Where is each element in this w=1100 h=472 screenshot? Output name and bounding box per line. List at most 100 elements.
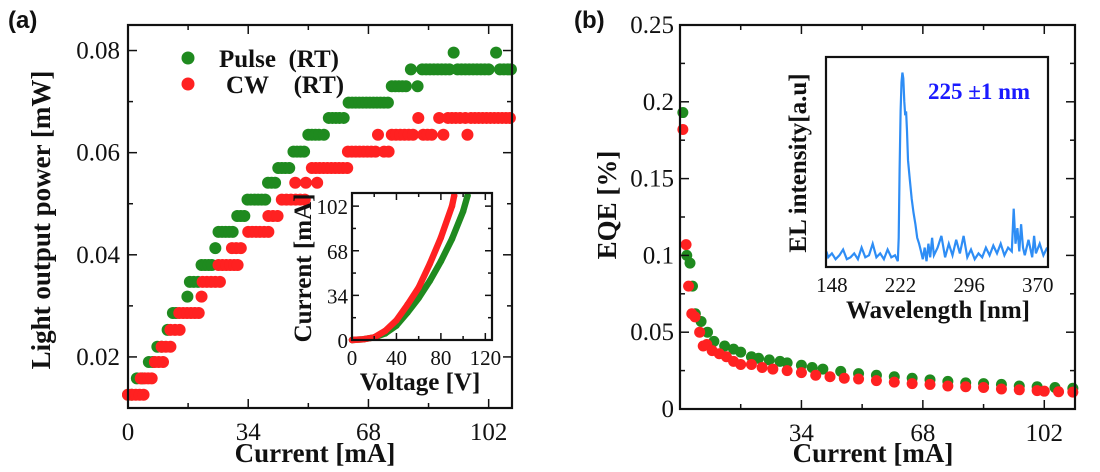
data-point-cw — [824, 371, 836, 383]
data-point-cw — [271, 209, 284, 222]
x-tick-label: 34 — [236, 419, 262, 446]
data-point-cw — [425, 128, 438, 141]
data-point-pulse — [781, 357, 793, 369]
data-point-pulse — [735, 346, 747, 358]
data-point-cw — [735, 358, 747, 370]
data-point-pulse — [404, 63, 417, 76]
data-point-pulse — [269, 176, 282, 189]
data-point-cw — [289, 176, 302, 189]
data-point-cw — [145, 372, 158, 385]
data-point-pulse — [411, 80, 424, 93]
x-axis-title-a: Current [mA] — [235, 438, 396, 468]
legend-label-pulse: Pulse (RT) — [219, 46, 339, 73]
data-point-pulse — [317, 128, 330, 141]
data-point-cw — [369, 145, 382, 158]
data-point-cw — [680, 239, 692, 251]
y-axis-title-a-inset: Current [mA] — [290, 194, 317, 343]
x-axis-title-b-inset: Wavelength [nm] — [846, 297, 1030, 324]
y-tick-label: 34 — [327, 284, 349, 308]
y-axis-title-a: Light output power [mW] — [26, 71, 56, 370]
panel-label-a: (a) — [8, 7, 37, 34]
data-point-pulse — [238, 209, 251, 222]
data-point-cw — [164, 340, 177, 353]
data-point-pulse — [490, 46, 503, 59]
data-point-pulse — [283, 161, 296, 174]
data-point-cw — [192, 307, 205, 320]
data-point-pulse — [426, 277, 433, 285]
x-tick-label: 80 — [430, 346, 451, 370]
x-axis-title-b: Current [mA] — [793, 438, 954, 468]
data-point-cw — [767, 363, 779, 375]
data-point-cw — [404, 301, 411, 308]
data-point-cw — [341, 161, 354, 174]
panel-label-b: (b) — [574, 7, 605, 34]
y-tick-label: 0.02 — [76, 344, 120, 371]
data-point-cw — [683, 280, 695, 292]
x-tick-label: 68 — [356, 419, 381, 446]
data-point-cw — [960, 381, 972, 393]
data-point-cw — [888, 376, 900, 388]
data-point-cw — [213, 275, 226, 288]
data-point-cw — [234, 242, 247, 255]
x-tick-label: 0 — [347, 346, 358, 370]
data-point-pulse — [298, 145, 311, 158]
data-point-cw — [924, 378, 936, 390]
data-point-cw — [448, 202, 456, 210]
plot-frame — [824, 55, 1050, 269]
data-point-cw — [137, 388, 150, 401]
y-tick-label: 0.06 — [76, 140, 120, 167]
peak-annotation: 225 ±1 nm — [928, 79, 1030, 104]
data-point-cw — [461, 128, 474, 141]
data-point-cw — [756, 362, 768, 374]
data-point-cw — [689, 311, 701, 323]
data-point-pulse — [719, 340, 731, 352]
y-tick-label: 0 — [662, 396, 675, 423]
x-tick-label: 102 — [470, 419, 508, 446]
data-point-pulse — [337, 111, 350, 124]
x-tick-label: 148 — [816, 273, 848, 297]
data-point-cw — [853, 373, 865, 385]
data-point-cw — [838, 372, 850, 384]
x-tick-label: 68 — [910, 420, 935, 447]
legend-label-cw: CW (RT) — [226, 72, 344, 99]
data-point-cw — [503, 111, 516, 124]
data-point-cw — [870, 375, 882, 387]
data-point-cw — [978, 381, 990, 393]
legend-marker-cw — [181, 77, 195, 91]
data-point-cw — [1067, 386, 1079, 398]
data-point-cw — [795, 367, 807, 379]
data-point-pulse — [399, 80, 412, 93]
legend-marker-pulse — [181, 51, 195, 65]
data-point-pulse — [817, 363, 829, 375]
data-point-pulse — [259, 193, 272, 206]
x-tick-label: 222 — [885, 273, 917, 297]
y-axis-title-b: EQE [%] — [592, 151, 622, 260]
plot-background — [826, 57, 1048, 267]
data-point-pulse — [209, 242, 222, 255]
y-tick-label: 0.25 — [630, 12, 674, 39]
x-axis-title-a-inset: Voltage [V] — [360, 369, 481, 396]
data-point-cw — [745, 358, 757, 370]
data-point-cw — [393, 317, 400, 324]
y-tick-label: 0.15 — [630, 166, 674, 193]
data-point-cw — [382, 327, 389, 335]
y-tick-label: 102 — [317, 195, 349, 219]
y-tick-label: 0.04 — [76, 242, 120, 269]
y-axis-title-b-inset: EL intensity[a.u] — [785, 73, 812, 252]
y-tick-label: 0 — [338, 329, 349, 353]
spectrum-line — [825, 72, 1049, 262]
chart-a-inset: 0 40 80 120 0 34 68 102 — [317, 191, 502, 370]
plot-background — [352, 193, 492, 340]
data-point-cw — [906, 378, 918, 390]
data-point-cw — [412, 111, 425, 124]
data-point-cw — [311, 176, 324, 189]
data-point-cw — [195, 290, 208, 303]
data-point-pulse — [763, 354, 775, 366]
data-point-cw — [995, 383, 1007, 395]
data-point-cw — [426, 260, 433, 268]
x-tick-label: 120 — [470, 346, 502, 370]
x-tick-label: 296 — [953, 273, 985, 297]
data-point-cw — [942, 380, 954, 392]
data-point-pulse — [448, 235, 456, 243]
data-point-cw — [371, 128, 384, 141]
